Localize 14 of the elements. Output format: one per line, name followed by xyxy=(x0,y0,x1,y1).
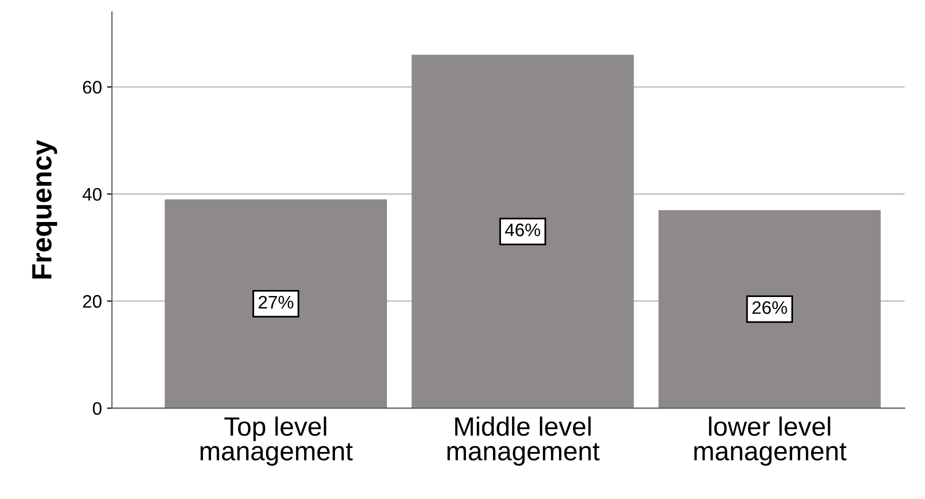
y-tick-label: 0 xyxy=(92,402,102,415)
x-tick-label: Middle level management xyxy=(447,416,600,466)
x-tick-label: lower level management xyxy=(694,416,846,466)
bar xyxy=(412,54,634,408)
annotation: 46% xyxy=(505,224,540,236)
bar xyxy=(164,199,387,408)
y-tick-label: 20 xyxy=(83,295,102,308)
y-axis-title: Frequency xyxy=(32,140,58,278)
y-tick-label: 40 xyxy=(82,188,102,201)
x-tick-label: Top level management xyxy=(200,416,353,466)
annotation: 26% xyxy=(752,301,788,314)
bar xyxy=(658,210,881,408)
annotation: 27% xyxy=(258,296,294,309)
y-tick-label: 60 xyxy=(83,80,102,94)
